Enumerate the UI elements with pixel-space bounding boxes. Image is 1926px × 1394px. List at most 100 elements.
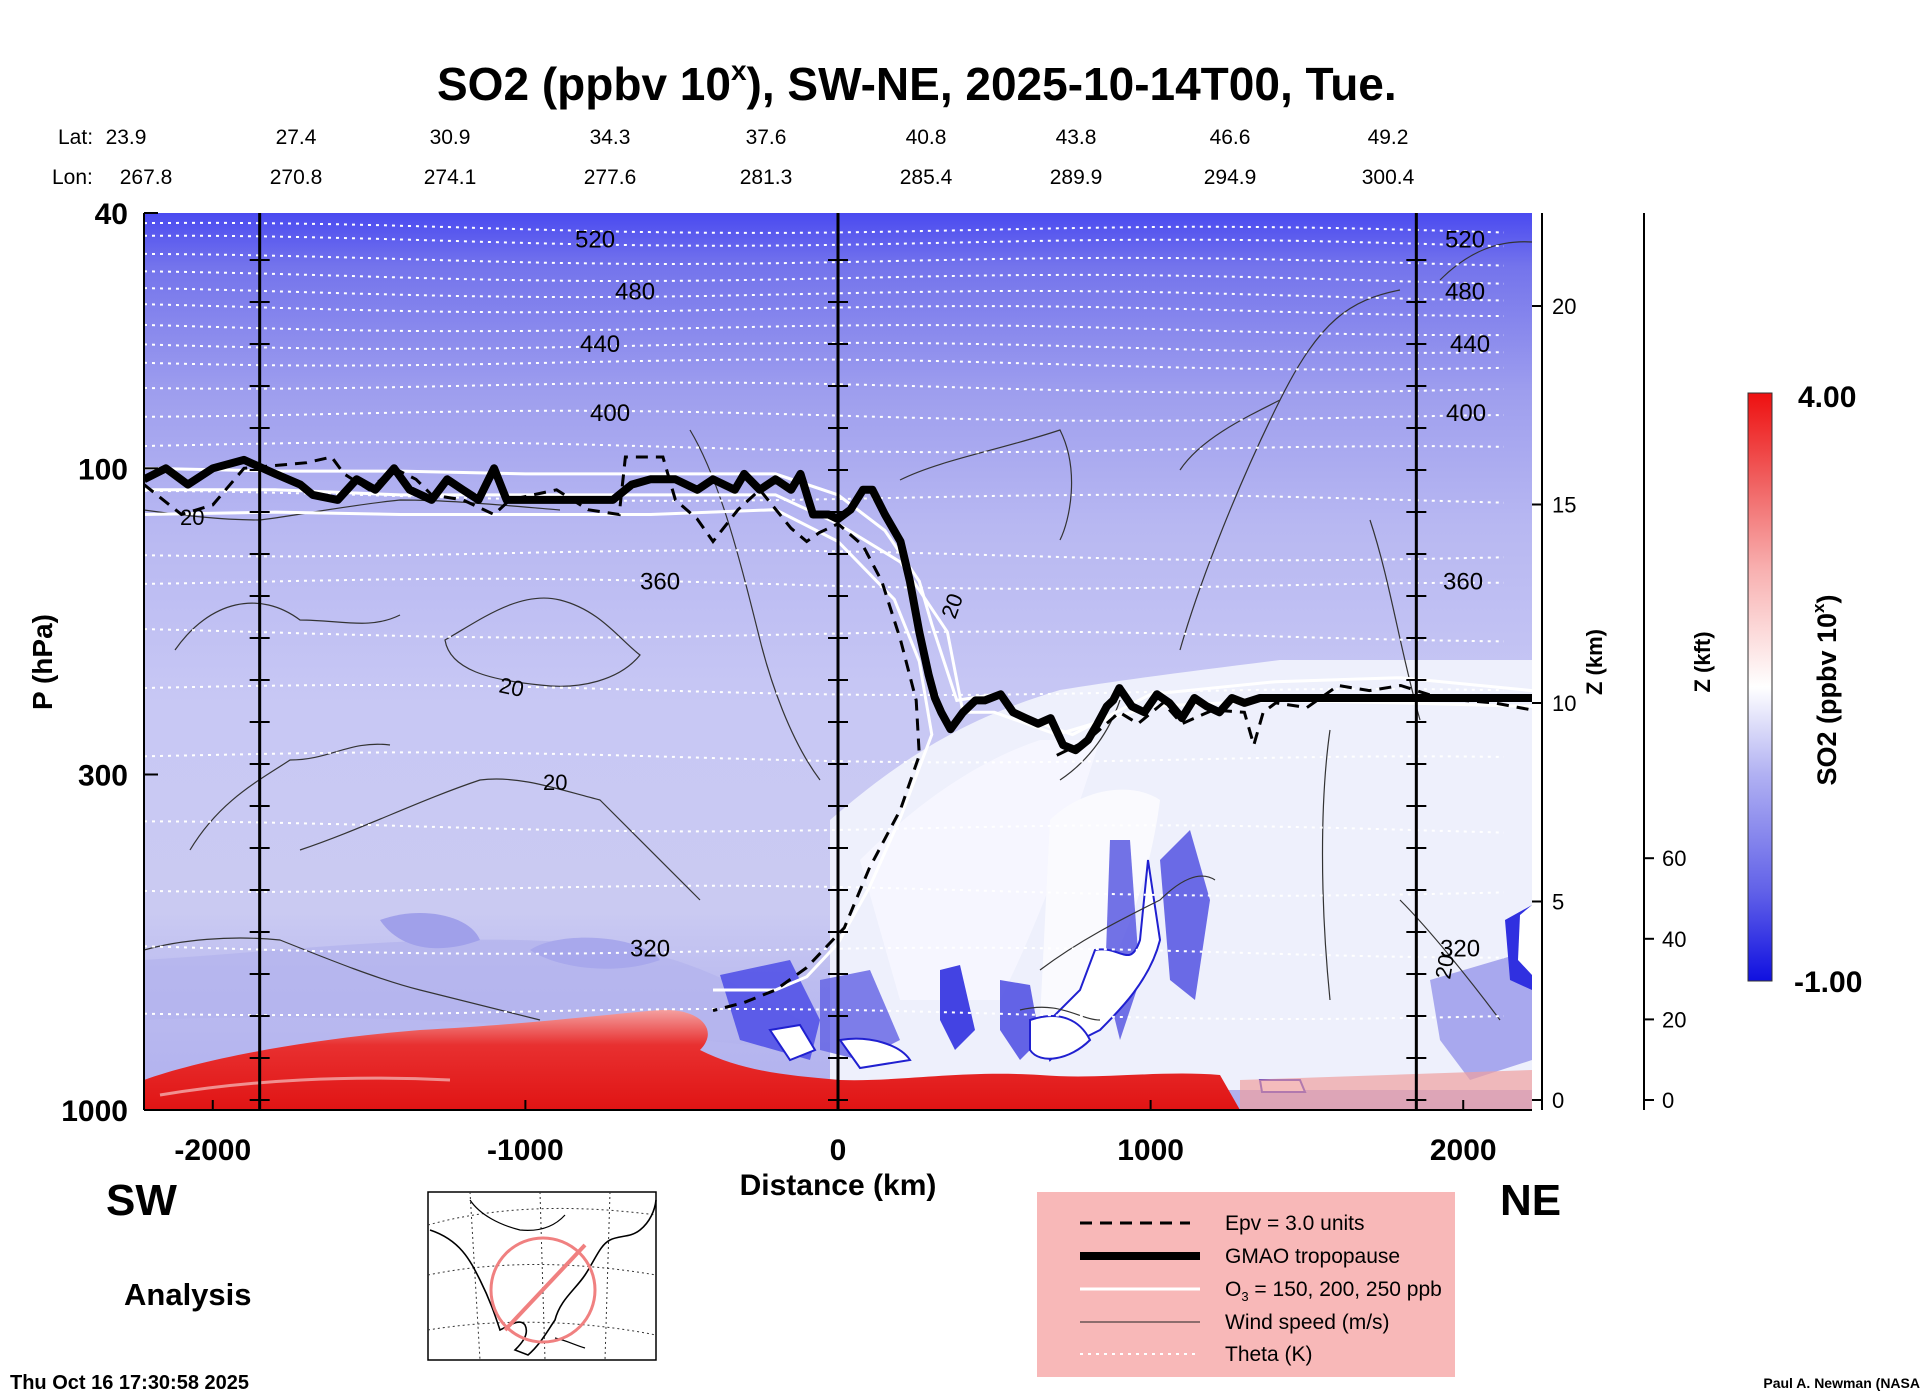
lat-value: 34.3 [590,126,631,149]
analysis-label: Analysis [124,1277,252,1312]
y-tick-label: 300 [78,759,128,792]
theta-line [144,884,1505,897]
z-km-tick-label: 20 [1552,294,1576,319]
colorbar: 4.00 -1.00 SO2 (ppbv 10x) [1747,381,1862,999]
ozone-line [144,466,1532,737]
lat-value: 49.2 [1368,126,1409,149]
lat-value: 37.6 [746,126,787,149]
ozone-line [144,488,1532,737]
legend-label-o3: O3 = 150, 200, 250 ppb [1225,1278,1442,1304]
chart-title: SO2 (ppbv 10x), SW-NE, 2025-10-14T00, Tu… [437,55,1397,110]
legend-label-wind: Wind speed (m/s) [1225,1311,1390,1334]
theta-line [144,945,1505,959]
theta-line [144,751,1505,764]
contour-labels: 20 20 20 20 20 [180,505,1459,981]
inset-map [427,1191,657,1361]
x-tick-label: -2000 [174,1134,251,1167]
theta-line [144,270,1505,285]
lon-value: 285.4 [900,166,953,189]
lon-value: 274.1 [424,166,477,189]
x-tick-label: 2000 [1430,1134,1497,1167]
footer-credit: Paul A. Newman (NASA [1763,1375,1920,1391]
theta-line [144,234,1505,248]
theta-line [144,549,1505,562]
theta-label: 480 [1445,278,1485,305]
z-kft-tick-label: 20 [1662,1007,1686,1032]
lon-label: Lon: [52,166,93,189]
ozone-line [144,508,934,992]
x-tick-label: -1000 [487,1134,564,1167]
x-tick-label: 0 [830,1134,847,1167]
z-km-tick-label: 15 [1552,493,1576,518]
lat-value: 30.9 [430,126,471,149]
legend-label-theta: Theta (K) [1225,1343,1313,1366]
colorbar-max: 4.00 [1798,381,1856,414]
theta-label: 440 [580,331,620,358]
footer-timestamp: Thu Oct 16 17:30:58 2025 [10,1372,249,1394]
lat-value: 27.4 [276,126,317,149]
theta-label: 520 [1445,227,1485,254]
theta-line [144,628,1505,643]
colorbar-title: SO2 (ppbv 10x) [1809,594,1842,785]
wind-label-20-c: 20 [543,770,567,795]
x-axis-title: Distance (km) [740,1169,937,1202]
theta-label: 400 [1446,400,1486,427]
theta-line [144,341,1505,354]
z-km-tick-label: 10 [1552,691,1576,716]
lon-value: 277.6 [584,166,637,189]
lon-value: 289.9 [1050,166,1103,189]
y-axis-title: P (hPa) [27,614,58,710]
theta-line [144,441,1505,454]
theta-label: 520 [575,227,615,254]
theta-line [144,577,1504,590]
theta-line [144,1008,1505,1020]
theta-line [144,409,1505,422]
wind-label-20-e: 20 [1430,952,1459,980]
theta-line [144,820,1505,834]
section-markers [249,213,1427,1110]
ozone-contours [144,466,1532,992]
theta-line [144,489,1505,504]
theta-label: 320 [1440,935,1480,962]
epv-contour [144,455,921,1013]
legend-label-tropopause: GMAO tropopause [1225,1245,1400,1268]
theta-contours [144,221,1505,1020]
z-kft-tick-label: 60 [1662,846,1686,871]
y-tick-label: 1000 [61,1095,128,1128]
gmao-tropopause [144,455,1532,755]
z-kft-title: Z (kft) [1690,631,1715,692]
theta-label: 360 [640,568,680,595]
theta-line [144,303,1505,318]
lat-value: 43.8 [1056,126,1097,149]
lon-value: 270.8 [270,166,323,189]
theta-label: 320 [630,935,670,962]
ne-label: NE [1500,1176,1561,1225]
wind-label-20-a: 20 [180,505,204,530]
z-kft-tick-label: 0 [1662,1088,1674,1113]
theta-label: 440 [1450,331,1490,358]
sw-label: SW [106,1176,177,1225]
lon-value: 300.4 [1362,166,1415,189]
surface-so2-maximum [144,1009,1240,1110]
lat-value: 23.9 [106,126,147,149]
legend: Epv = 3.0 units GMAO tropopause O3 = 150… [1037,1192,1455,1377]
lat-label: Lat: [58,126,93,149]
colorbar-min: -1.00 [1794,966,1862,999]
theta-line [144,684,1505,696]
theta-line [144,287,1505,302]
colorbar-gradient [1747,392,1773,982]
lon-value: 294.9 [1204,166,1257,189]
lat-value: 46.6 [1210,126,1251,149]
theta-line [144,323,1504,337]
x-tick-label: 1000 [1117,1134,1184,1167]
theta-label: 400 [590,400,630,427]
z-km-tick-label: 5 [1552,890,1564,915]
lat-value: 40.8 [906,126,947,149]
theta-line [144,252,1505,267]
wind-label-20-b: 20 [497,672,526,702]
theta-label: 360 [1443,568,1483,595]
y-tick-label: 40 [95,198,128,231]
z-km-tick-label: 0 [1552,1088,1564,1113]
